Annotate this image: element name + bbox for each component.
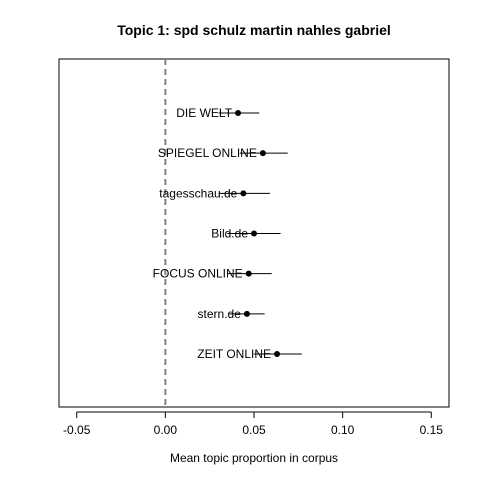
estimate-point (259, 150, 266, 157)
estimate-group: DIE WELT (176, 106, 260, 120)
estimate-point (235, 110, 242, 116)
point-label: Bild.de (211, 227, 248, 241)
point-label: DIE WELT (176, 106, 232, 120)
estimate-group: stern.de (198, 307, 265, 321)
chart-title: Topic 1: spd schulz martin nahles gabrie… (117, 22, 391, 38)
x-tick-label: 0.00 (154, 423, 178, 437)
estimate-point (243, 310, 250, 317)
plot-frame (58, 58, 450, 408)
point-label: tagesschau.de (159, 186, 237, 200)
point-label: stern.de (198, 307, 242, 321)
x-tick-label: 0.15 (420, 423, 444, 437)
x-axis-label: Mean topic proportion in corpus (170, 451, 338, 465)
estimate-group: Bild.de (211, 227, 281, 241)
estimate-point (240, 190, 247, 197)
estimate-point (251, 230, 257, 237)
estimate-group: ZEIT ONLINE (197, 347, 302, 361)
data-marks: DIE WELT SPIEGEL ONLINE tagesschau.de Bild.… (153, 106, 302, 361)
x-tick-label: -0.05 (63, 423, 91, 437)
x-axis: -0.05 0.00 0.05 0.10 0.15 (63, 411, 444, 437)
estimate-point (245, 270, 252, 277)
point-label: SPIEGEL ONLINE (158, 146, 257, 160)
estimate-group: FOCUS ONLINE (153, 267, 272, 281)
point-label: ZEIT ONLINE (197, 347, 271, 361)
estimate-group: tagesschau.de (159, 186, 270, 200)
point-label: FOCUS ONLINE (153, 267, 243, 281)
x-tick-label: 0.05 (242, 423, 266, 437)
estimate-group: SPIEGEL ONLINE (158, 146, 288, 160)
x-tick-label: 0.10 (331, 423, 355, 437)
estimate-point (274, 351, 281, 357)
